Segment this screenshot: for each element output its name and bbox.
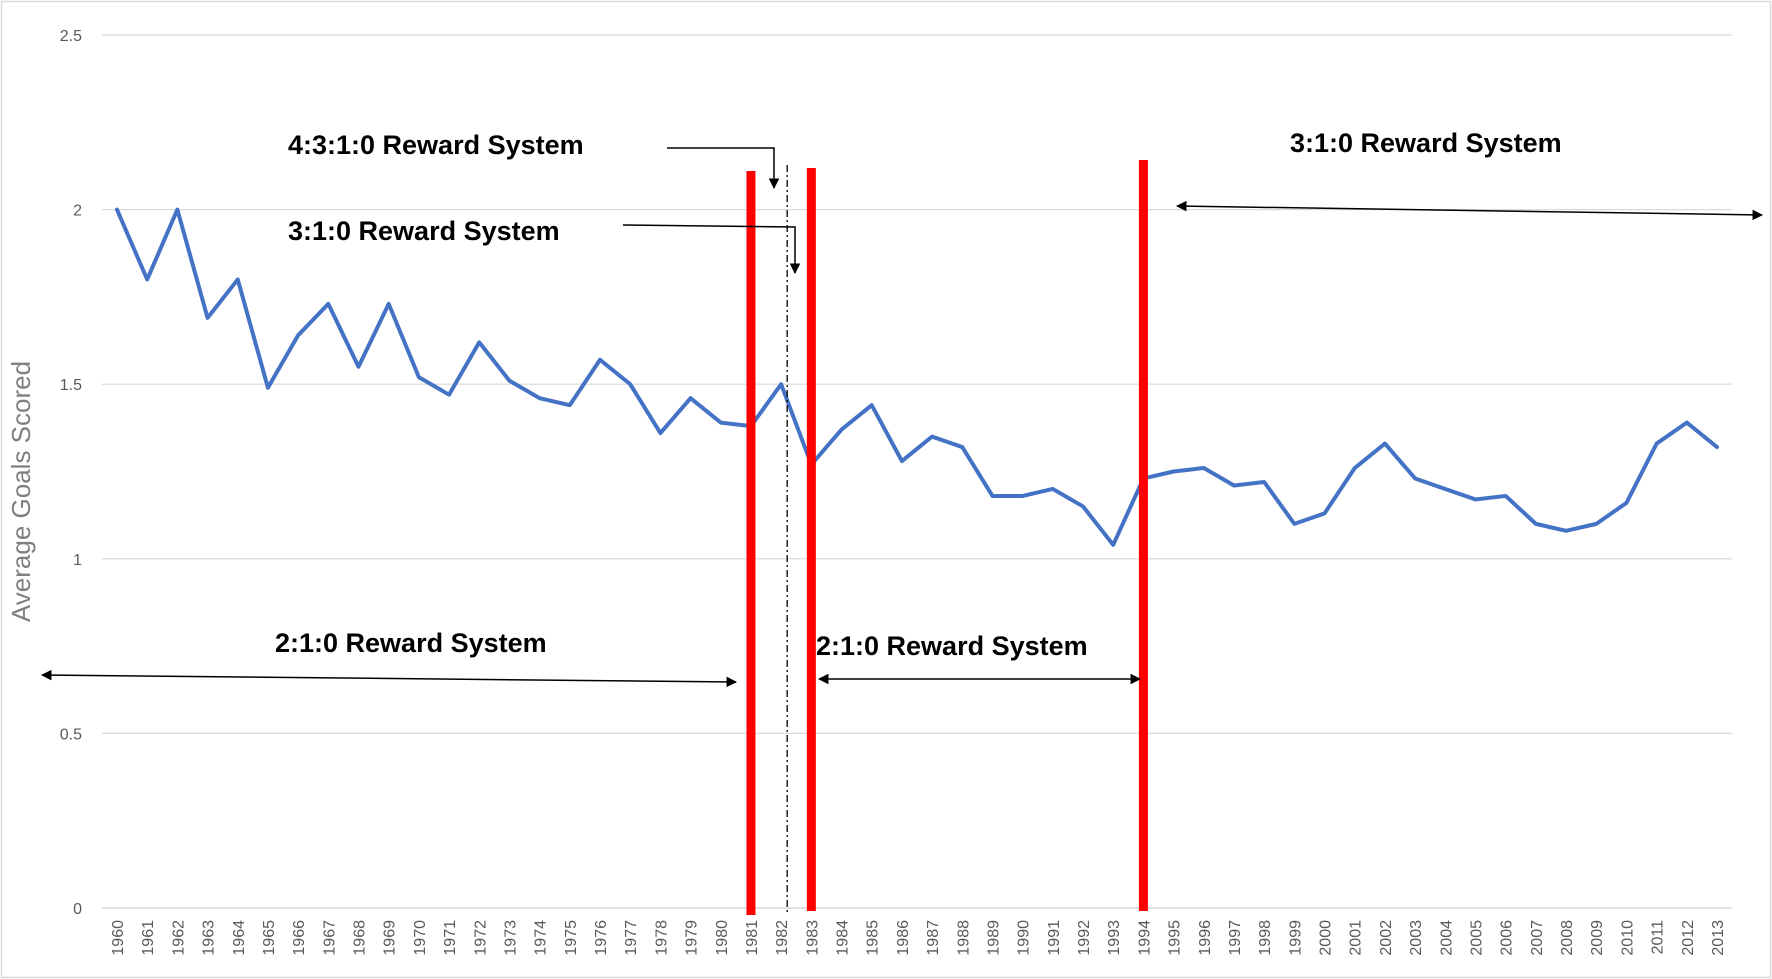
y-tick-label: 0.5 bbox=[60, 726, 82, 743]
range-arrow-1960-1981 bbox=[40, 669, 738, 688]
x-tick-label: 2012 bbox=[1680, 920, 1697, 956]
x-tick-label: 1982 bbox=[774, 920, 791, 956]
x-tick-label: 1975 bbox=[563, 920, 580, 956]
x-tick-label: 1994 bbox=[1136, 920, 1153, 956]
x-tick-label: 1993 bbox=[1106, 920, 1123, 956]
x-tick-label: 2007 bbox=[1529, 920, 1546, 956]
annotation-310-reward-system-1982: 3:1:0 Reward System bbox=[288, 216, 560, 246]
x-tick-label: 1988 bbox=[955, 920, 972, 956]
annotation-210-reward-system-1960: 2:1:0 Reward System bbox=[275, 628, 547, 658]
range-arrow-1995-2013 bbox=[1175, 200, 1764, 221]
y-tick-label: 2 bbox=[73, 203, 82, 220]
y-axis-title: Average Goals Scored bbox=[6, 361, 36, 622]
x-tick-label: 1971 bbox=[442, 920, 459, 956]
x-tick-label: 2013 bbox=[1710, 920, 1727, 956]
x-tick-label: 1998 bbox=[1257, 920, 1274, 956]
series-line-0 bbox=[115, 207, 1719, 547]
x-tick-label: 2001 bbox=[1348, 920, 1365, 956]
x-tick-label: 1977 bbox=[623, 920, 640, 956]
x-tick-label: 1964 bbox=[231, 920, 248, 956]
callout-arrow-4310 bbox=[667, 147, 780, 190]
x-tick-label: 1973 bbox=[502, 920, 519, 956]
x-tick-label: 2011 bbox=[1650, 920, 1667, 955]
y-tick-label: 1.5 bbox=[60, 377, 82, 394]
x-tick-label: 1980 bbox=[714, 920, 731, 956]
y-tick-label: 2.5 bbox=[60, 28, 82, 45]
annotation-310-reward-system-1995: 3:1:0 Reward System bbox=[1290, 128, 1562, 158]
callout-arrow-310-1982 bbox=[622, 224, 801, 275]
x-tick-label: 1991 bbox=[1046, 920, 1063, 956]
x-tick-label: 1989 bbox=[985, 920, 1002, 956]
annotation-210-reward-system-1983: 2:1:0 Reward System bbox=[816, 631, 1088, 661]
x-tick-label: 1969 bbox=[382, 920, 399, 956]
y-tick-label: 0 bbox=[73, 901, 82, 918]
x-tick-label: 1962 bbox=[170, 920, 187, 956]
x-tick-label: 1981 bbox=[744, 920, 761, 956]
x-tick-label: 1992 bbox=[1076, 920, 1093, 956]
x-tick-label: 1966 bbox=[291, 920, 308, 956]
x-tick-label: 1970 bbox=[412, 920, 429, 956]
x-tick-label: 1995 bbox=[1167, 920, 1184, 956]
x-tick-label: 1999 bbox=[1287, 920, 1304, 956]
x-tick-label: 1967 bbox=[321, 920, 338, 956]
x-tick-label: 2006 bbox=[1499, 920, 1516, 956]
x-tick-label: 1968 bbox=[352, 920, 369, 956]
x-tick-label: 2002 bbox=[1378, 920, 1395, 956]
x-tick-label: 2003 bbox=[1408, 920, 1425, 956]
gridlines bbox=[102, 34, 1732, 735]
x-tick-label: 1983 bbox=[804, 920, 821, 956]
x-tick-label: 1960 bbox=[110, 920, 127, 956]
x-tick-label: 1987 bbox=[925, 920, 942, 956]
y-axis-tick-labels: 0 0.5 1 1.5 2 2.5 bbox=[60, 28, 82, 918]
x-tick-label: 2000 bbox=[1318, 920, 1335, 956]
x-tick-label: 1979 bbox=[684, 920, 701, 956]
x-tick-label: 1963 bbox=[201, 920, 218, 956]
x-tick-label: 1997 bbox=[1227, 920, 1244, 956]
x-tick-label: 1972 bbox=[472, 920, 489, 956]
x-tick-label: 1986 bbox=[895, 920, 912, 956]
x-tick-label: 1974 bbox=[533, 920, 550, 956]
x-tick-label: 1976 bbox=[593, 920, 610, 956]
x-tick-label: 1985 bbox=[865, 920, 882, 956]
series-layer bbox=[115, 207, 1719, 547]
x-tick-label: 2009 bbox=[1589, 920, 1606, 956]
x-tick-label: 1978 bbox=[653, 920, 670, 956]
x-tick-label: 1990 bbox=[1016, 920, 1033, 956]
annotation-4310-reward-system: 4:3:1:0 Reward System bbox=[288, 130, 584, 160]
x-tick-label: 1996 bbox=[1197, 920, 1214, 956]
x-tick-label: 1965 bbox=[261, 920, 278, 956]
annotation-arrows bbox=[40, 147, 1764, 688]
x-tick-label: 2005 bbox=[1468, 920, 1485, 956]
reference-lines bbox=[746, 160, 1148, 915]
x-tick-label: 2004 bbox=[1438, 920, 1455, 956]
x-tick-label: 2008 bbox=[1559, 920, 1576, 956]
x-axis-tick-labels: 1960 1961 1962 1963 1964 1965 1966 1967 1968 1969… bbox=[110, 920, 1727, 956]
x-tick-label: 1961 bbox=[140, 920, 157, 956]
x-tick-label: 1984 bbox=[835, 920, 852, 956]
y-tick-label: 1 bbox=[73, 552, 82, 569]
x-tick-label: 2010 bbox=[1619, 920, 1636, 956]
